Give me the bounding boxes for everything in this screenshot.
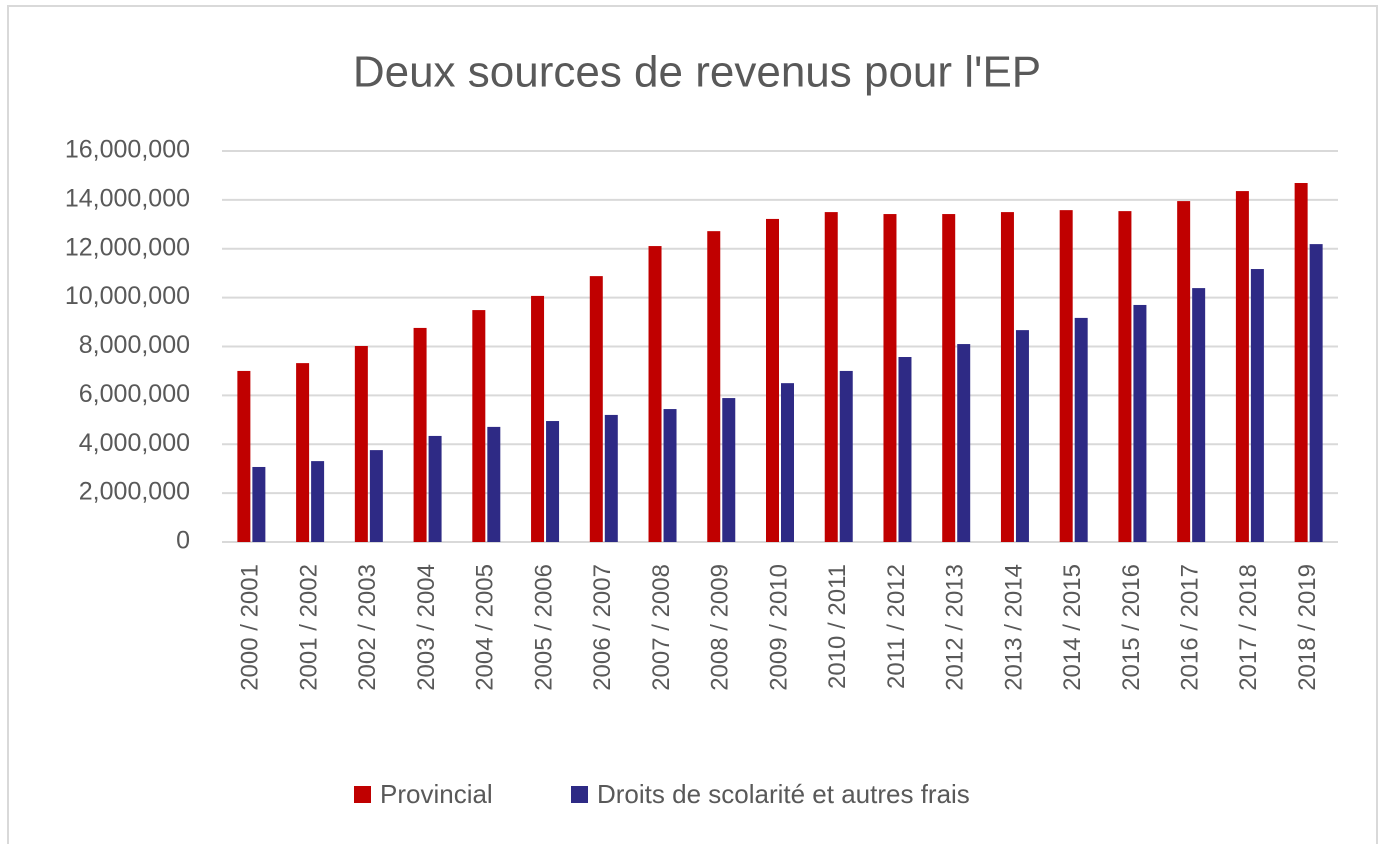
y-tick-label: 8,000,000 bbox=[79, 331, 190, 359]
bar bbox=[311, 461, 325, 542]
bar bbox=[824, 212, 838, 542]
bar bbox=[1250, 269, 1264, 542]
bar bbox=[1192, 288, 1206, 542]
x-tick-label: 2004 / 2005 bbox=[472, 564, 499, 691]
x-tick-label: 2012 / 2013 bbox=[942, 564, 969, 691]
y-tick-label: 2,000,000 bbox=[79, 478, 190, 506]
bar bbox=[1133, 304, 1147, 542]
y-tick-label: 0 bbox=[176, 527, 190, 555]
x-tick-label: 2009 / 2010 bbox=[765, 564, 792, 691]
bar bbox=[1118, 211, 1132, 542]
x-tick-label: 2005 / 2006 bbox=[530, 564, 557, 691]
legend-label: Provincial bbox=[380, 779, 493, 809]
x-tick-label: 2001 / 2002 bbox=[295, 564, 322, 691]
bar bbox=[413, 327, 427, 542]
legend-swatch bbox=[571, 786, 588, 803]
legend-label: Droits de scolarité et autres frais bbox=[597, 779, 970, 809]
bar bbox=[472, 310, 486, 542]
x-tick-label: 2013 / 2014 bbox=[1000, 564, 1027, 691]
y-tick-label: 14,000,000 bbox=[65, 184, 190, 212]
chart-title: Deux sources de revenus pour l'EP bbox=[353, 48, 1041, 97]
chart-frame bbox=[7, 5, 1378, 844]
bar bbox=[604, 414, 618, 542]
bar bbox=[1235, 191, 1249, 542]
bar bbox=[546, 421, 560, 542]
bar bbox=[883, 214, 897, 542]
x-tick-label: 2015 / 2016 bbox=[1118, 564, 1145, 691]
bar bbox=[531, 295, 545, 542]
bar bbox=[707, 231, 721, 542]
bar bbox=[296, 363, 310, 542]
bar bbox=[354, 346, 368, 542]
bar bbox=[1059, 210, 1073, 543]
y-tick-label: 12,000,000 bbox=[65, 233, 190, 261]
bar bbox=[237, 370, 251, 542]
x-tick-label: 2007 / 2008 bbox=[648, 564, 675, 691]
bar bbox=[1074, 317, 1088, 542]
bar bbox=[839, 370, 853, 542]
bar bbox=[663, 409, 677, 542]
bar bbox=[957, 344, 971, 542]
bar bbox=[428, 435, 442, 542]
x-tick-label: 2008 / 2009 bbox=[707, 564, 734, 691]
bar bbox=[589, 276, 603, 542]
bar bbox=[487, 426, 501, 542]
y-tick-label: 6,000,000 bbox=[79, 380, 190, 408]
bar bbox=[1294, 183, 1308, 542]
x-tick-label: 2017 / 2018 bbox=[1235, 564, 1262, 691]
bar bbox=[1177, 201, 1191, 543]
bar bbox=[898, 357, 912, 542]
x-tick-label: 2002 / 2003 bbox=[354, 564, 381, 691]
bar bbox=[781, 383, 794, 542]
bar bbox=[648, 246, 662, 542]
bar bbox=[1000, 212, 1014, 542]
bar bbox=[252, 466, 266, 542]
bar bbox=[766, 218, 779, 542]
y-tick-label: 16,000,000 bbox=[65, 136, 190, 164]
x-tick-label: 2006 / 2007 bbox=[589, 564, 616, 691]
y-tick-label: 4,000,000 bbox=[79, 429, 190, 457]
x-tick-label: 2000 / 2001 bbox=[237, 564, 264, 691]
x-tick-label: 2010 / 2011 bbox=[824, 564, 851, 689]
bar bbox=[942, 214, 956, 542]
bar bbox=[722, 398, 736, 542]
legend-swatch bbox=[354, 786, 371, 803]
x-tick-label: 2014 / 2015 bbox=[1059, 564, 1086, 691]
bar bbox=[1015, 330, 1029, 542]
x-tick-label: 2003 / 2004 bbox=[413, 564, 440, 691]
x-tick-label: 2016 / 2017 bbox=[1177, 564, 1204, 691]
x-tick-label: 2011 / 2012 bbox=[883, 564, 910, 689]
bar bbox=[369, 450, 383, 542]
y-tick-label: 10,000,000 bbox=[65, 282, 190, 310]
bar bbox=[1309, 244, 1323, 542]
x-tick-label: 2018 / 2019 bbox=[1294, 564, 1321, 691]
